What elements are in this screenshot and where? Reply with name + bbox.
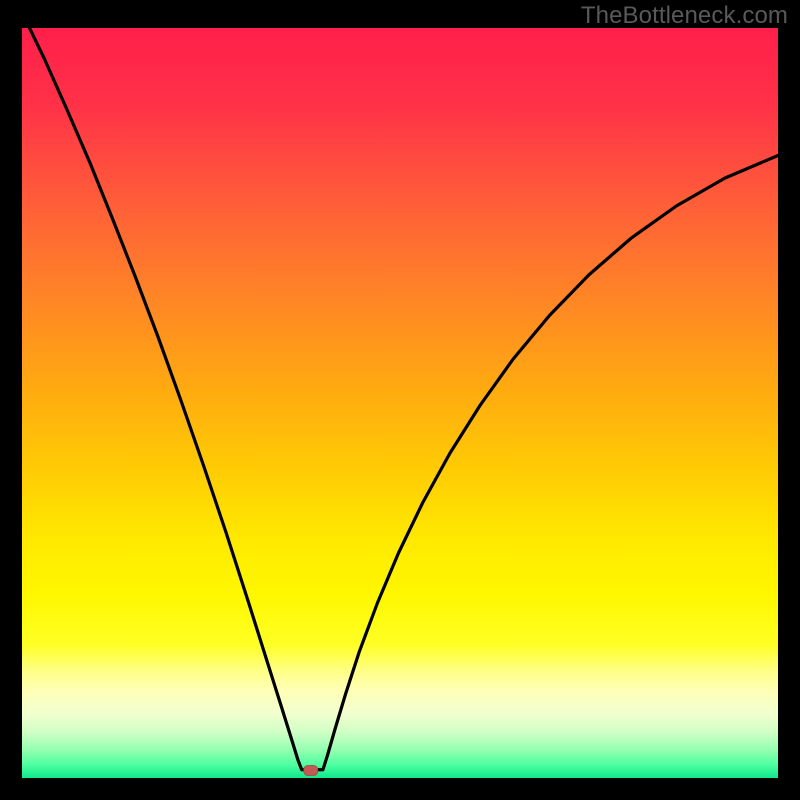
watermark-text: TheBottleneck.com xyxy=(581,2,788,30)
bottleneck-curve-path xyxy=(30,28,778,770)
bottleneck-curve xyxy=(22,28,778,778)
optimal-point-marker xyxy=(304,766,318,776)
chart-plot-area xyxy=(22,28,778,778)
